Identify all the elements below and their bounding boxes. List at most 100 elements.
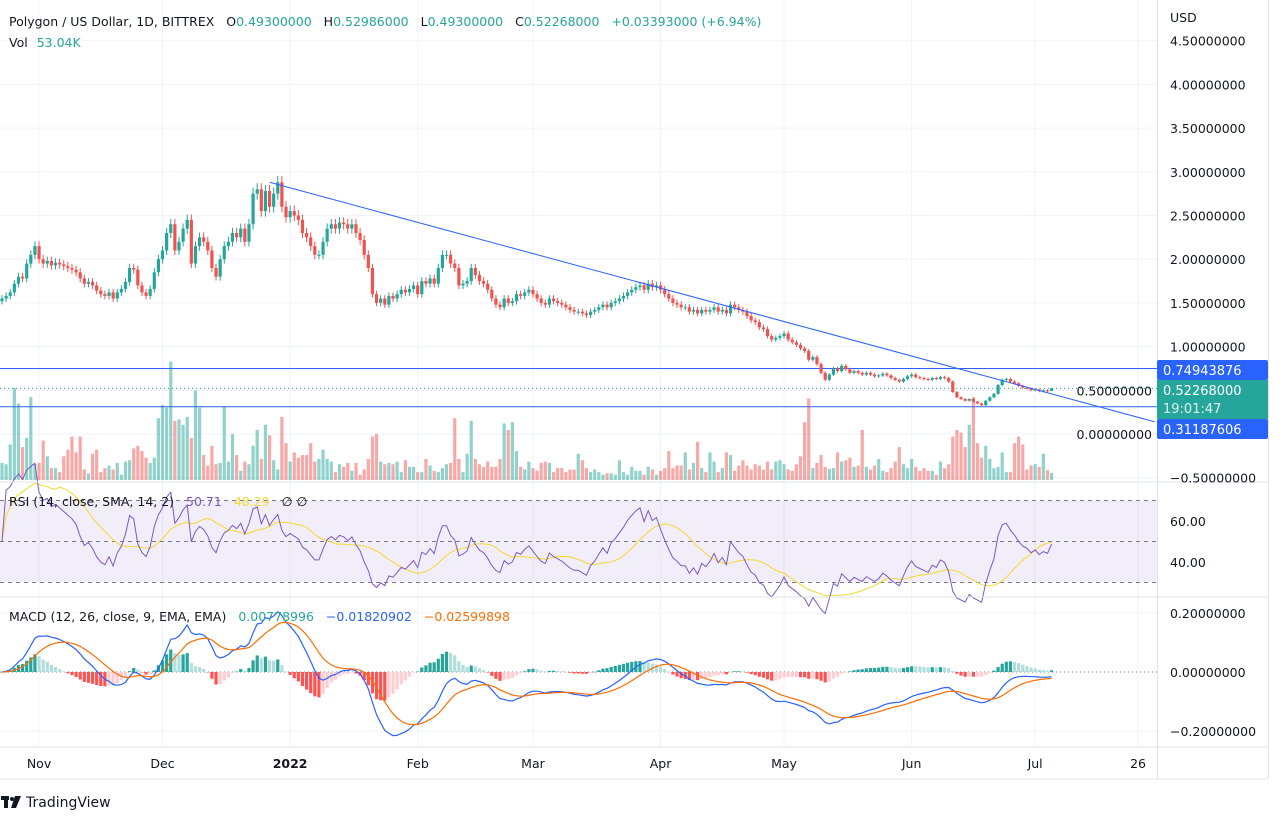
macd-histogram-bar <box>444 651 449 672</box>
macd-histogram-bar <box>136 669 140 672</box>
candle <box>189 214 193 268</box>
volume-bar <box>749 469 753 480</box>
macd-histogram-bar <box>189 663 193 672</box>
macd-histogram-bar <box>313 672 317 697</box>
macd-histogram-bar <box>111 672 115 686</box>
candle <box>416 281 420 298</box>
candle-body <box>58 262 62 265</box>
candle <box>959 396 963 400</box>
candle-body <box>477 274 482 282</box>
candle-body <box>790 339 794 343</box>
candle-body <box>185 219 189 229</box>
volume-bar <box>700 468 704 480</box>
candle <box>226 236 230 251</box>
macd-histogram-bar <box>630 661 634 672</box>
trendline[interactable] <box>269 181 1155 423</box>
rsi-na-values: ∅ ∅ <box>282 494 308 509</box>
candle <box>815 355 819 366</box>
candle-body <box>905 376 910 379</box>
macd-histogram-bar <box>531 668 535 672</box>
macd-histogram-bar <box>626 662 630 672</box>
tradingview-logo[interactable]: TradingView <box>1 795 111 811</box>
candle <box>675 299 679 308</box>
candle-body <box>403 289 407 293</box>
candle <box>366 250 370 273</box>
macd-legend[interactable]: MACD (12, 26, close, 9, EMA, EMA) 0.0077… <box>9 609 510 624</box>
volume-bar <box>1049 473 1054 480</box>
candle <box>453 259 457 273</box>
macd-histogram-bar <box>975 672 980 677</box>
change-value: +0.03393000 (+6.94%) <box>611 14 761 29</box>
volume-bar <box>197 407 202 480</box>
candle-body <box>576 311 580 313</box>
macd-histogram-bar <box>41 659 45 672</box>
candle <box>317 250 321 260</box>
volume-bar <box>0 462 4 480</box>
volume-bar <box>564 472 568 480</box>
volume-bar <box>486 461 490 480</box>
macd-histogram-bar <box>160 660 165 672</box>
candle <box>420 277 424 298</box>
candle <box>531 286 535 298</box>
candle-body <box>646 283 650 290</box>
volume-bar <box>646 466 650 480</box>
candle <box>197 232 202 251</box>
candle-body <box>383 298 387 305</box>
volume-bar <box>49 468 53 480</box>
candle <box>926 377 930 382</box>
macd-histogram-bar <box>280 665 284 672</box>
candle <box>984 399 988 406</box>
macd-histogram-bar <box>354 672 358 674</box>
candle-body <box>457 267 461 286</box>
candle-body <box>535 294 539 299</box>
volume-bar <box>29 397 33 480</box>
price-axis[interactable]: USD 4.50000000 4.00000000 3.50000000 3.0000… <box>1076 10 1256 739</box>
rsi-title: RSI (14, close, SMA, 14, 2) <box>9 494 174 509</box>
macd-pane[interactable] <box>0 610 1157 737</box>
volume-bar <box>704 472 708 480</box>
rsi-pane[interactable] <box>0 462 1157 615</box>
macd-histogram-bar <box>588 672 593 674</box>
candle-body <box>267 191 272 207</box>
time-axis[interactable]: Nov Dec 2022 Feb Mar Apr May Jun Jul 26 <box>27 756 1146 771</box>
candle-body <box>634 287 638 290</box>
candle-body <box>510 301 514 303</box>
candle <box>103 290 107 300</box>
candle-body <box>0 298 4 302</box>
candle-body <box>292 211 296 216</box>
horizontal-lines[interactable] <box>0 367 1157 408</box>
macd-histogram-bar <box>527 669 531 672</box>
candle-body <box>852 371 856 373</box>
macd-histogram-bar <box>403 672 407 681</box>
volume-bar <box>403 460 407 480</box>
volume-bar <box>263 424 268 480</box>
candle <box>588 308 593 319</box>
candle-body <box>90 281 95 286</box>
candle <box>214 263 218 281</box>
rsi-legend[interactable]: RSI (14, close, SMA, 14, 2) 50.71 48.29 … <box>9 494 307 509</box>
candle <box>202 232 206 247</box>
current-price: 0.52268000 <box>1163 384 1242 399</box>
candle <box>436 263 440 288</box>
macd-histogram-bar <box>173 653 177 672</box>
candle-body <box>127 267 132 282</box>
candle <box>490 286 494 302</box>
candle-body <box>366 254 370 268</box>
macd-histogram-bar <box>255 655 259 672</box>
candle <box>325 223 329 247</box>
candle-body <box>346 224 350 229</box>
macd-histogram-bar <box>510 672 514 678</box>
macd-histogram-bar <box>885 666 889 672</box>
macd-histogram-bar <box>379 672 383 701</box>
candle-body <box>247 224 251 242</box>
price-tick-label: 2.00000000 <box>1170 252 1246 267</box>
candle <box>12 279 16 296</box>
volume-bar <box>387 462 391 480</box>
volume-bar <box>992 468 996 480</box>
candle <box>136 265 140 290</box>
macd-histogram-bar <box>82 672 86 682</box>
candle <box>745 308 749 319</box>
volume-bar <box>4 464 8 480</box>
volume-bar <box>539 462 543 480</box>
